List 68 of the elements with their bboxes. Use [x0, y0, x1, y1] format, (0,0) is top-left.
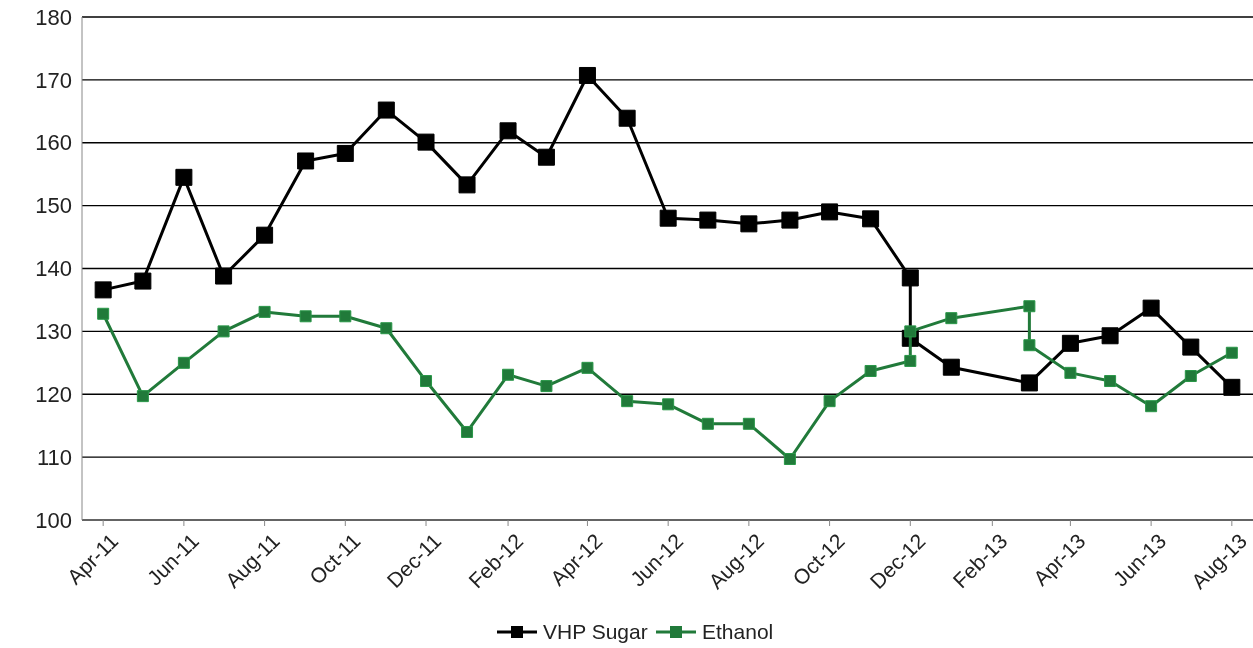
point [217, 325, 230, 338]
point [618, 109, 636, 127]
legend-label: VHP Sugar [543, 620, 648, 644]
point [339, 310, 352, 323]
point [458, 176, 476, 194]
point [1225, 346, 1238, 359]
point [1101, 327, 1119, 345]
point [1223, 378, 1241, 396]
point [1020, 374, 1038, 392]
point [461, 425, 474, 438]
point [502, 368, 515, 381]
y-tick-label: 120 [35, 381, 72, 407]
y-tick-label: 110 [36, 444, 72, 470]
point [864, 364, 877, 377]
point [742, 417, 755, 430]
point [1184, 370, 1197, 383]
point [1064, 366, 1077, 379]
point [417, 133, 435, 151]
y-tick-label: 160 [35, 130, 72, 156]
point [175, 168, 193, 186]
point [97, 307, 110, 320]
point [621, 395, 634, 408]
point [659, 209, 677, 227]
point [380, 322, 393, 335]
point [581, 361, 594, 374]
point [701, 417, 714, 430]
point [783, 453, 796, 466]
point [377, 101, 395, 119]
point [299, 310, 312, 323]
point [94, 281, 112, 299]
point [578, 66, 596, 84]
point [297, 152, 315, 170]
point [1023, 300, 1036, 313]
point [821, 203, 839, 221]
point [215, 267, 233, 285]
point [901, 269, 919, 287]
point [336, 144, 354, 162]
point [699, 211, 717, 229]
point [420, 375, 433, 388]
point [1023, 339, 1036, 352]
y-tick-label: 150 [35, 193, 72, 219]
point [862, 210, 880, 228]
point [1182, 338, 1200, 356]
point [662, 398, 675, 411]
y-tick-label: 170 [35, 67, 72, 93]
point [136, 390, 149, 403]
point [823, 395, 836, 408]
point [1061, 334, 1079, 352]
y-tick-label: 140 [35, 256, 72, 282]
point [1142, 299, 1160, 317]
point [258, 305, 271, 318]
legend-label: Ethanol [702, 620, 774, 644]
point [781, 211, 799, 229]
point [942, 358, 960, 376]
y-tick-label: 100 [35, 507, 72, 533]
point [540, 380, 553, 393]
point [537, 148, 555, 166]
point [1145, 400, 1158, 413]
y-tick-label: 130 [35, 319, 72, 345]
point [740, 215, 758, 233]
y-tick-label: 180 [35, 4, 72, 30]
point [177, 356, 190, 369]
point [134, 272, 152, 290]
point [256, 226, 274, 244]
point [904, 354, 917, 367]
point [1104, 375, 1117, 388]
point [945, 312, 958, 325]
point [499, 122, 517, 140]
